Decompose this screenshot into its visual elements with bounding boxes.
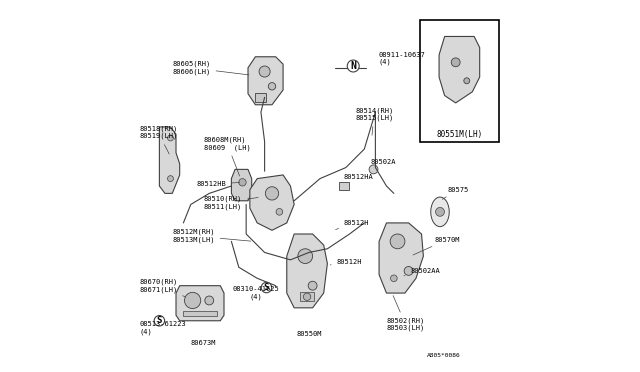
Ellipse shape	[431, 197, 449, 227]
Text: 80605(RH)
80606(LH): 80605(RH) 80606(LH)	[172, 61, 249, 75]
Circle shape	[239, 179, 246, 186]
Text: 80570M: 80570M	[413, 237, 460, 255]
Text: 80502A: 80502A	[371, 159, 396, 165]
Text: 80575: 80575	[442, 187, 468, 199]
Bar	[300, 292, 314, 301]
Polygon shape	[248, 57, 283, 105]
Text: 80502AA: 80502AA	[404, 268, 440, 276]
Circle shape	[276, 209, 283, 215]
Text: 80518(RH)
80519(LH): 80518(RH) 80519(LH)	[139, 125, 177, 154]
Text: A805*0086: A805*0086	[426, 353, 460, 358]
Polygon shape	[439, 36, 480, 103]
Text: 80512H: 80512H	[335, 220, 369, 230]
Polygon shape	[176, 286, 224, 321]
Text: 80510(RH)
80511(LH): 80510(RH) 80511(LH)	[204, 196, 258, 209]
Text: 08310-41625
(4): 08310-41625 (4)	[232, 286, 279, 300]
Bar	[420, 20, 499, 142]
Text: 80670(RH)
80671(LH): 80670(RH) 80671(LH)	[139, 279, 185, 297]
Circle shape	[390, 275, 397, 282]
Text: 80608M(RH)
80609  (LH): 80608M(RH) 80609 (LH)	[204, 137, 250, 176]
Text: 08911-10637
(4): 08911-10637 (4)	[378, 52, 425, 65]
Circle shape	[266, 187, 278, 200]
Text: 80512HA: 80512HA	[344, 174, 374, 180]
Text: 80502(RH)
80503(LH): 80502(RH) 80503(LH)	[387, 296, 425, 331]
Text: 80673M: 80673M	[191, 340, 216, 346]
Text: 80512HB: 80512HB	[196, 181, 240, 187]
Circle shape	[168, 135, 173, 141]
Text: S: S	[264, 283, 269, 292]
Polygon shape	[287, 234, 328, 308]
Circle shape	[308, 281, 317, 290]
Circle shape	[205, 296, 214, 305]
Polygon shape	[159, 127, 180, 193]
Circle shape	[184, 292, 201, 309]
Text: N: N	[350, 61, 356, 71]
Circle shape	[303, 293, 311, 301]
Circle shape	[390, 234, 405, 249]
Text: S: S	[157, 316, 162, 325]
Bar	[255, 93, 266, 102]
Circle shape	[268, 83, 276, 90]
Bar	[339, 182, 349, 190]
Circle shape	[464, 78, 470, 84]
Circle shape	[369, 165, 378, 174]
Text: 80512M(RH)
80513M(LH): 80512M(RH) 80513M(LH)	[172, 229, 251, 243]
Circle shape	[436, 208, 444, 216]
Circle shape	[259, 66, 270, 77]
Text: 80551M(LH): 80551M(LH)	[436, 130, 483, 139]
Circle shape	[451, 58, 460, 67]
Polygon shape	[379, 223, 424, 293]
Bar	[184, 311, 216, 316]
Text: 08513-61223
(4): 08513-61223 (4)	[139, 321, 186, 335]
Text: 80550M: 80550M	[296, 331, 322, 337]
Circle shape	[404, 266, 413, 275]
Polygon shape	[232, 169, 252, 201]
Circle shape	[168, 176, 173, 182]
Polygon shape	[250, 175, 294, 230]
Text: 80514(RH)
80515(LH): 80514(RH) 80515(LH)	[355, 107, 394, 135]
Circle shape	[298, 249, 312, 263]
Text: 80512H: 80512H	[330, 259, 362, 265]
